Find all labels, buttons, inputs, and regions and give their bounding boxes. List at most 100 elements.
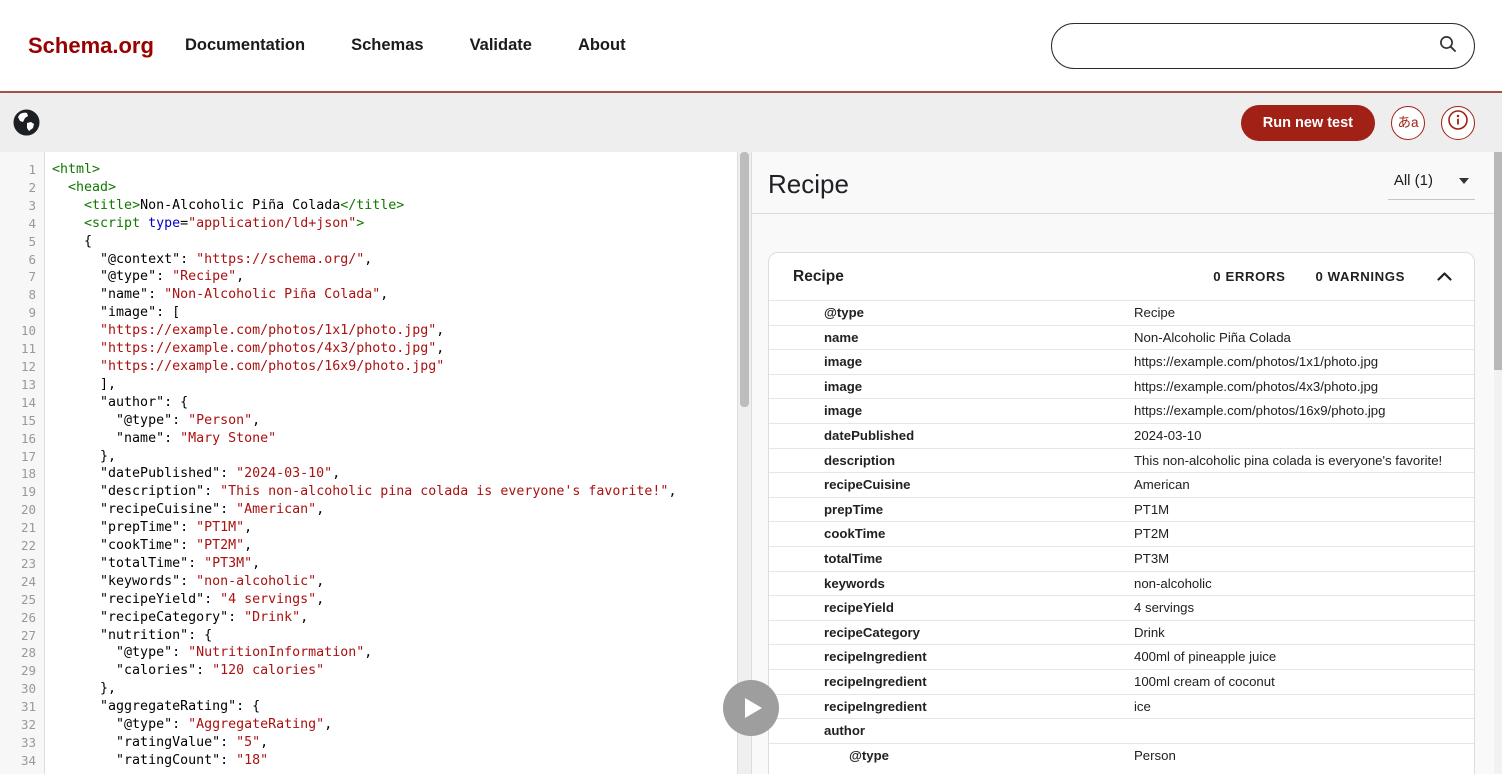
editor-line[interactable]: 1 <html> [0, 161, 737, 179]
editor-line[interactable]: 34 "ratingCount": "18" [0, 752, 737, 770]
property-row[interactable]: name Non-Alcoholic Piña Colada [769, 324, 1474, 350]
info-button[interactable] [1441, 105, 1475, 140]
line-number: 8 [28, 287, 36, 303]
editor-line[interactable]: 13 ], [0, 376, 737, 394]
line-number: 3 [28, 197, 36, 213]
editor-line[interactable]: 19 "description": "This non-alcoholic pi… [0, 483, 737, 501]
collapse-card-button[interactable] [1435, 267, 1454, 286]
editor-line[interactable]: 29 "calories": "120 calories" [0, 662, 737, 680]
line-number: 25 [20, 591, 36, 607]
property-value: This non-alcoholic pina colada is everyo… [1134, 452, 1443, 468]
search-icon[interactable] [1438, 34, 1458, 59]
editor-line[interactable]: 5 { [0, 233, 737, 251]
editor-line[interactable]: 24 "keywords": "non-alcoholic", [0, 573, 737, 591]
property-row[interactable]: totalTime PT3M [769, 545, 1474, 571]
editor-line[interactable]: 14 "author": { [0, 394, 737, 412]
line-number: 22 [20, 538, 36, 554]
run-test-play-button[interactable] [723, 680, 779, 736]
property-row[interactable]: image https://example.com/photos/1x1/phot… [769, 349, 1474, 374]
editor-line[interactable]: 7 "@type": "Recipe", [0, 268, 737, 286]
warnings-count: 0 WARNINGS [1315, 269, 1405, 284]
editor-line[interactable]: 3 <title>Non-Alcoholic Piña Colada</titl… [0, 197, 737, 215]
line-number: 21 [20, 520, 36, 536]
editor-line[interactable]: 18 "datePublished": "2024-03-10", [0, 465, 737, 483]
property-row[interactable]: recipeCategory Drink [769, 619, 1474, 645]
editor-line[interactable]: 15 "@type": "Person", [0, 412, 737, 430]
results-scrollbar-track[interactable] [1494, 152, 1502, 774]
editor-line[interactable]: 9 "image": [ [0, 304, 737, 322]
line-number: 7 [28, 269, 36, 285]
nav-item-schemas[interactable]: Schemas [351, 36, 424, 54]
editor-scrollbar[interactable] [740, 152, 749, 407]
editor-line[interactable]: 2 <head> [0, 179, 737, 197]
results-scrollbar-thumb[interactable] [1494, 152, 1502, 370]
property-row[interactable]: description This non-alcoholic pina colad… [769, 447, 1474, 473]
editor-line[interactable]: 27 "nutrition": { [0, 627, 737, 645]
property-row[interactable]: recipeIngredient 100ml cream of coconut [769, 668, 1474, 694]
editor-line[interactable]: 10 "https://example.com/photos/1x1/photo… [0, 322, 737, 340]
property-name: author [824, 723, 866, 739]
search-input[interactable] [1051, 23, 1475, 69]
property-value: 100ml cream of coconut [1134, 673, 1275, 689]
property-row[interactable]: cookTime PT2M [769, 521, 1474, 546]
nav-item-about[interactable]: About [577, 36, 626, 54]
entity-filter-select[interactable]: All (1) [1387, 166, 1475, 200]
editor-line[interactable]: 32 "@type": "AggregateRating", [0, 716, 737, 734]
editor-line[interactable]: 33 "ratingValue": "5", [0, 734, 737, 752]
property-row[interactable]: datePublished 2024-03-10 [769, 422, 1474, 448]
editor-line[interactable]: 8 "name": "Non-Alcoholic Piña Colada", [0, 286, 737, 304]
editor-line[interactable]: 12 "https://example.com/photos/16x9/phot… [0, 358, 737, 376]
property-row[interactable]: @type Recipe [769, 300, 1474, 325]
editor-line[interactable]: 21 "prepTime": "PT1M", [0, 519, 737, 537]
property-name: recipeIngredient [824, 698, 927, 714]
validator-toolbar: Run new test あa [0, 93, 1502, 152]
property-row[interactable]: @type Person [769, 742, 1474, 768]
property-row[interactable]: prepTime PT1M [769, 496, 1474, 522]
property-row[interactable]: image https://example.com/photos/16x9/pho… [769, 398, 1474, 423]
nav-item-validate[interactable]: Validate [469, 36, 532, 54]
property-value: https://example.com/photos/1x1/photo.jpg [1134, 354, 1379, 370]
entity-card-title: Recipe [793, 267, 844, 285]
editor-line[interactable]: 31 "aggregateRating": { [0, 698, 737, 716]
editor-line[interactable]: 22 "cookTime": "PT2M", [0, 537, 737, 555]
language-toggle-button[interactable]: あa [1391, 105, 1425, 140]
run-new-test-button[interactable]: Run new test [1240, 104, 1375, 141]
split-divider[interactable] [737, 152, 752, 774]
property-value: Person [1134, 747, 1176, 763]
main-split: 1 <html> 2 <head> 3 <title>Non-Alcoholic Pi… [0, 152, 1502, 774]
property-name: @type [824, 305, 864, 320]
property-row[interactable]: recipeCuisine American [769, 472, 1474, 497]
property-value: Drink [1134, 624, 1165, 640]
line-number: 23 [20, 555, 36, 571]
globe-icon[interactable] [13, 109, 40, 136]
chevron-up-icon [1437, 269, 1452, 284]
property-row[interactable]: recipeYield 4 servings [769, 595, 1474, 620]
property-value: https://example.com/photos/4x3/photo.jpg [1134, 378, 1379, 394]
schema-org-logo[interactable]: Schema.org [28, 33, 154, 58]
editor-line[interactable]: 28 "@type": "NutritionInformation", [0, 644, 737, 662]
editor-line[interactable]: 16 "name": "Mary Stone" [0, 430, 737, 448]
editor-line[interactable]: 25 "recipeYield": "4 servings", [0, 591, 737, 609]
editor-line[interactable]: 17 }, [0, 448, 737, 466]
editor-line[interactable]: 6 "@context": "https://schema.org/", [0, 251, 737, 269]
editor-line[interactable]: 20 "recipeCuisine": "American", [0, 501, 737, 519]
property-row[interactable]: author [769, 718, 1474, 743]
entity-card-header[interactable]: Recipe 0 ERRORS 0 WARNINGS [769, 253, 1474, 300]
property-row[interactable]: recipeIngredient ice [769, 693, 1474, 719]
editor-line[interactable]: 11 "https://example.com/photos/4x3/photo… [0, 340, 737, 358]
property-name: description [824, 452, 896, 468]
property-value: Recipe [1134, 305, 1176, 320]
nav-item-documentation[interactable]: Documentation [185, 36, 306, 54]
property-name: keywords [824, 575, 885, 591]
editor-line[interactable]: 26 "recipeCategory": "Drink", [0, 609, 737, 627]
results-divider [752, 213, 1502, 214]
property-row[interactable]: recipeIngredient 400ml of pineapple juice [769, 644, 1474, 669]
line-number: 11 [20, 341, 36, 357]
line-number: 6 [28, 251, 36, 267]
editor-line[interactable]: 4 <script type="application/ld+json"> [0, 215, 737, 233]
code-editor[interactable]: 1 <html> 2 <head> 3 <title>Non-Alcoholic Pi… [0, 152, 737, 774]
editor-line[interactable]: 23 "totalTime": "PT3M", [0, 555, 737, 573]
property-row[interactable]: image https://example.com/photos/4x3/phot… [769, 373, 1474, 399]
property-row[interactable]: keywords non-alcoholic [769, 570, 1474, 596]
editor-line[interactable]: 30 }, [0, 680, 737, 698]
